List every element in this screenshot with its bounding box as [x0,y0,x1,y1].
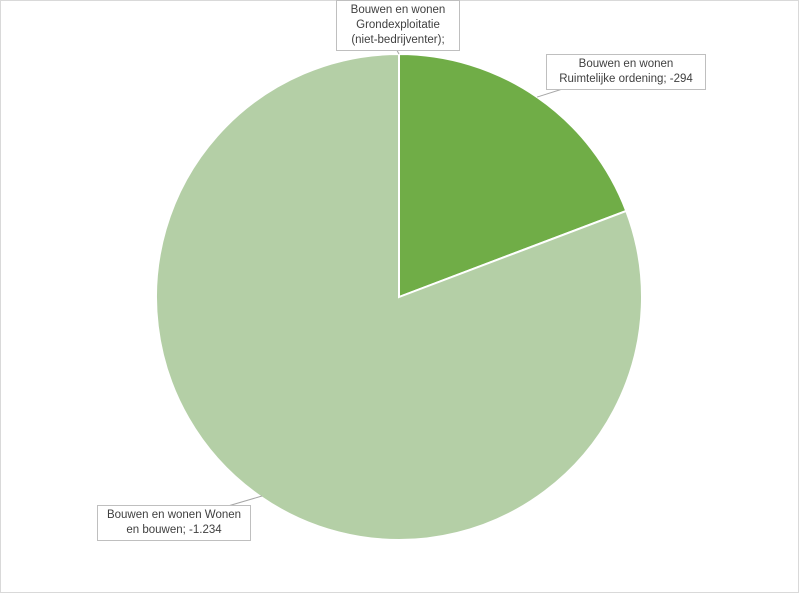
pie-slice-wonen-en-bouwen [155,52,643,541]
leader-line-wonen-en-bouwen [227,495,263,507]
pie-slice-ruimtelijke-ordening [398,52,628,299]
data-label-grondexploitatie: Bouwen en wonen Grondexploitatie (niet-b… [336,0,460,51]
data-label-ruimtelijke-ordening: Bouwen en wonen Ruimtelijke ordening; -2… [546,54,706,90]
data-label-wonen-en-bouwen: Bouwen en wonen Wonen en bouwen; -1.234 [97,505,251,541]
